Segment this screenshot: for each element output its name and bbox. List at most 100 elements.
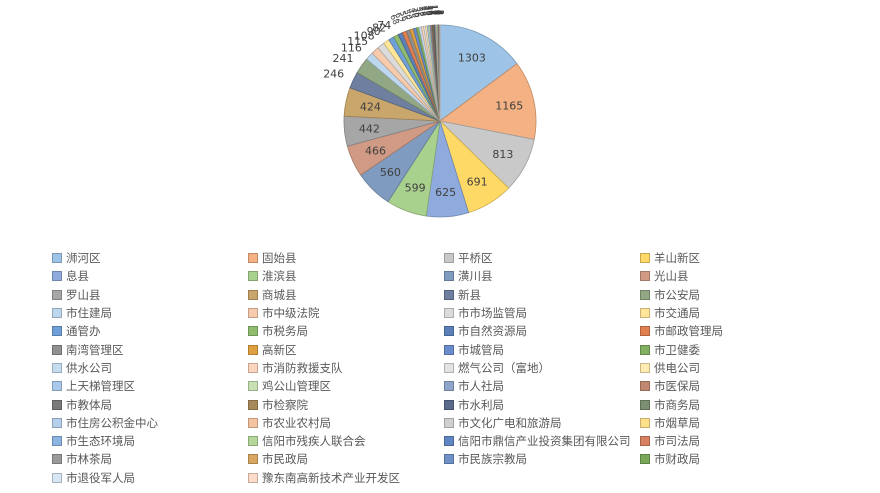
data-label: 108 xyxy=(354,30,375,43)
legend-item: 燃气公司（富地） xyxy=(444,359,640,377)
legend-item: 豫东南高新技术产业开发区 xyxy=(248,469,444,487)
legend-item: 市退役军人局 xyxy=(52,469,248,487)
data-label: 115 xyxy=(347,35,368,48)
data-label: 442 xyxy=(359,123,380,136)
legend-swatch xyxy=(248,308,258,319)
data-label: 18 xyxy=(425,5,435,16)
legend-label: 市司法局 xyxy=(654,434,700,449)
legend-label: 南湾管理区 xyxy=(66,342,124,357)
legend-label: 市生态环境局 xyxy=(66,434,135,449)
legend-label: 市农业农村局 xyxy=(262,415,331,430)
data-label: 90 xyxy=(367,25,381,38)
legend-swatch xyxy=(444,436,454,447)
legend-label: 市人社局 xyxy=(458,379,504,394)
data-label: 82 xyxy=(372,22,386,35)
legend-swatch xyxy=(444,344,454,355)
data-label: 14 xyxy=(427,5,437,16)
legend-swatch xyxy=(444,326,454,337)
legend-swatch xyxy=(640,289,650,300)
legend-label: 市民政局 xyxy=(262,452,308,467)
data-label: 2 xyxy=(436,10,445,15)
legend-label: 豫东南高新技术产业开发区 xyxy=(262,470,400,485)
legend-item: 供电公司 xyxy=(640,359,836,377)
legend-label: 市林茶局 xyxy=(66,452,112,467)
data-label: 8 xyxy=(432,10,441,15)
legend-item: 浉河区 xyxy=(52,249,248,267)
legend-item: 市商务局 xyxy=(640,395,836,413)
legend-item: 市民族宗教局 xyxy=(444,450,640,468)
legend-label: 市市场监管局 xyxy=(458,306,527,321)
legend-item: 通管办 xyxy=(52,322,248,340)
pie-slice xyxy=(439,24,518,122)
data-label: 62 xyxy=(393,11,405,24)
legend-label: 市税务局 xyxy=(262,324,308,339)
legend-item: 市城管局 xyxy=(444,340,640,358)
legend-swatch xyxy=(248,436,258,447)
data-label: 466 xyxy=(365,145,386,158)
legend-swatch xyxy=(640,399,650,410)
legend-item: 光山县 xyxy=(640,267,836,285)
legend-label: 市交通局 xyxy=(654,306,700,321)
legend-item: 市邮政管理局 xyxy=(640,322,836,340)
legend-swatch xyxy=(248,326,258,337)
legend-label: 罗山县 xyxy=(66,287,101,302)
legend-label: 市公安局 xyxy=(654,287,700,302)
legend-item: 市自然资源局 xyxy=(444,322,640,340)
data-label: 6 xyxy=(433,10,442,15)
data-label: 2 xyxy=(436,10,445,15)
data-label: 3 xyxy=(435,10,444,15)
legend-item: 市住建局 xyxy=(52,304,248,322)
legend-label: 市消防救援支队 xyxy=(262,360,343,375)
legend-swatch xyxy=(52,362,62,373)
data-label: 691 xyxy=(467,176,488,189)
legend-swatch xyxy=(248,381,258,392)
data-label: 10 xyxy=(430,5,440,16)
legend-swatch xyxy=(640,436,650,447)
data-label: 5 xyxy=(434,10,443,15)
legend-swatch xyxy=(640,454,650,465)
legend-item: 供水公司 xyxy=(52,359,248,377)
legend-swatch xyxy=(52,436,62,447)
legend-swatch xyxy=(444,362,454,373)
legend-label: 平桥区 xyxy=(458,251,493,266)
legend-swatch xyxy=(248,253,258,264)
legend-item: 市烟草局 xyxy=(640,414,836,432)
data-label: 28 xyxy=(417,6,428,18)
data-label: 2 xyxy=(436,10,445,15)
legend-swatch xyxy=(444,417,454,428)
data-label: 40 xyxy=(409,7,420,19)
legend-item: 信阳市鼎信产业投资集团有限公司 xyxy=(444,432,640,450)
legend-swatch xyxy=(248,271,258,282)
legend-item: 市人社局 xyxy=(444,377,640,395)
legend-item: 市公安局 xyxy=(640,286,836,304)
legend-label: 市水利局 xyxy=(458,397,504,412)
legend-item: 市农业农村局 xyxy=(248,414,444,432)
legend-label: 商城县 xyxy=(262,287,297,302)
legend-item: 市检察院 xyxy=(248,395,444,413)
legend-label: 光山县 xyxy=(654,269,689,284)
legend-label: 羊山新区 xyxy=(654,251,700,266)
legend-swatch xyxy=(248,289,258,300)
data-label: 11 xyxy=(429,5,439,16)
legend-label: 市自然资源局 xyxy=(458,324,527,339)
data-label: 5 xyxy=(434,10,443,15)
data-label: 1165 xyxy=(495,99,523,112)
legend-swatch xyxy=(52,289,62,300)
data-label: 20 xyxy=(423,5,433,16)
data-label: 116 xyxy=(341,41,362,54)
legend-swatch xyxy=(444,399,454,410)
legend-item: 信阳市残疾人联合会 xyxy=(248,432,444,450)
data-label: 246 xyxy=(323,68,344,81)
legend-label: 市财政局 xyxy=(654,452,700,467)
legend-swatch xyxy=(52,344,62,355)
legend-item: 鸡公山管理区 xyxy=(248,377,444,395)
legend-label: 市医保局 xyxy=(654,379,700,394)
legend-item: 市司法局 xyxy=(640,432,836,450)
legend-swatch xyxy=(444,454,454,465)
legend-swatch xyxy=(248,472,258,483)
legend-item: 罗山县 xyxy=(52,286,248,304)
legend-label: 息县 xyxy=(66,269,89,284)
legend-swatch xyxy=(640,326,650,337)
legend-swatch xyxy=(640,308,650,319)
